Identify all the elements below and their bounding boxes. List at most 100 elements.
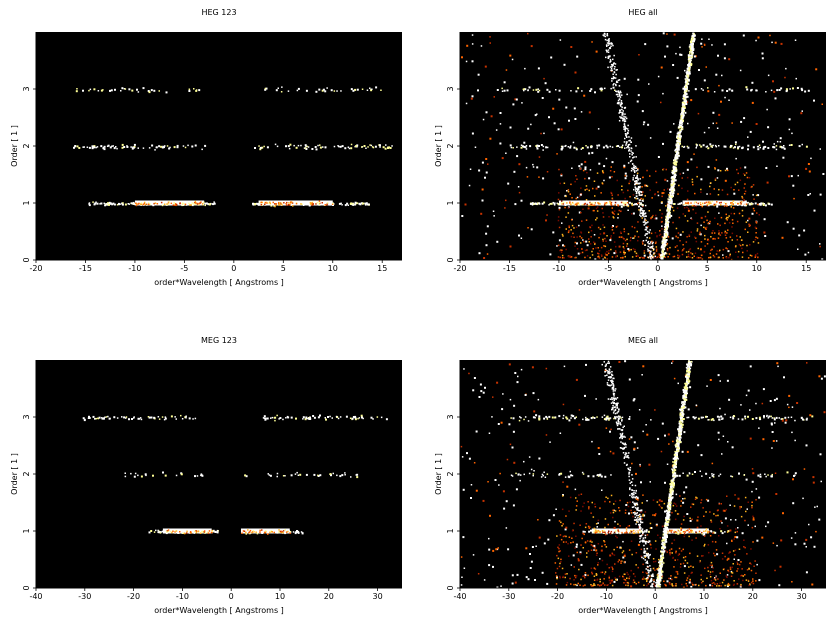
data-point: [144, 203, 147, 206]
data-point: [88, 89, 90, 92]
data-point: [356, 476, 359, 479]
data-point: [597, 447, 600, 449]
x-tick-label: -20: [127, 592, 140, 601]
data-point: [773, 146, 776, 149]
data-point: [608, 250, 610, 252]
data-point: [645, 571, 647, 574]
data-point: [620, 232, 622, 234]
data-point: [804, 253, 807, 256]
data-point: [586, 146, 589, 149]
data-point: [705, 415, 707, 418]
data-point: [660, 254, 662, 257]
data-point: [655, 256, 658, 259]
data-point: [302, 416, 305, 419]
data-point: [668, 194, 670, 196]
data-point: [749, 244, 751, 246]
data-point: [588, 111, 591, 114]
data-point: [717, 237, 720, 239]
data-point: [759, 473, 762, 476]
data-point: [608, 42, 610, 44]
data-point: [488, 548, 491, 551]
data-point: [545, 219, 547, 222]
data-point: [622, 201, 624, 204]
data-point: [682, 103, 685, 106]
data-point: [641, 217, 643, 219]
data-point: [116, 147, 118, 150]
data-point: [613, 526, 616, 529]
data-point: [627, 124, 629, 127]
data-point: [653, 256, 655, 259]
data-point: [646, 233, 648, 235]
data-point: [725, 237, 728, 239]
data-point: [600, 89, 603, 92]
data-point: [642, 365, 645, 368]
data-point: [202, 530, 204, 533]
data-point: [157, 416, 160, 418]
data-point: [668, 583, 671, 585]
data-point: [626, 136, 628, 138]
data-point: [691, 34, 694, 37]
data-point: [684, 215, 686, 217]
data-point: [724, 584, 726, 587]
data-point: [814, 506, 816, 508]
data-point: [259, 202, 262, 204]
data-point: [520, 417, 522, 419]
data-point: [516, 573, 519, 576]
data-point: [524, 88, 527, 91]
data-point: [594, 568, 597, 570]
data-point: [620, 91, 622, 94]
data-point: [711, 418, 714, 421]
data-point: [726, 495, 728, 497]
data-point: [716, 553, 719, 556]
data-point: [796, 87, 799, 89]
data-point: [598, 144, 601, 147]
data-point: [647, 583, 650, 585]
data-point: [775, 440, 778, 442]
data-point: [608, 38, 610, 40]
data-point: [147, 90, 150, 92]
data-point: [579, 195, 581, 198]
data-point: [565, 195, 567, 198]
data-point: [280, 91, 283, 93]
data-point: [643, 584, 645, 586]
data-point: [666, 242, 669, 245]
data-point: [677, 249, 679, 252]
data-point: [626, 532, 628, 534]
data-point: [726, 248, 729, 250]
data-point: [705, 146, 708, 148]
data-point: [755, 39, 757, 42]
data-point: [586, 171, 588, 174]
data-point: [297, 530, 300, 533]
data-point: [694, 471, 696, 473]
data-point: [675, 156, 678, 159]
data-point: [667, 203, 669, 206]
data-point: [605, 203, 607, 205]
data-point: [264, 418, 267, 421]
x-tick-label: 0: [231, 264, 236, 273]
data-point: [113, 203, 116, 206]
data-point: [86, 146, 89, 148]
data-point: [254, 203, 257, 205]
data-point: [776, 89, 779, 92]
data-point: [735, 245, 737, 247]
data-point: [631, 204, 633, 207]
data-point: [509, 245, 512, 248]
data-point: [670, 183, 673, 185]
data-point: [95, 146, 97, 149]
data-point: [671, 184, 673, 187]
data-point: [630, 147, 633, 150]
data-point: [482, 499, 485, 502]
data-point: [713, 245, 715, 248]
data-point: [775, 416, 778, 419]
data-point: [89, 88, 92, 91]
data-point: [709, 201, 711, 203]
data-point: [601, 416, 604, 418]
data-point: [477, 573, 480, 575]
data-point: [578, 204, 580, 206]
data-point: [574, 547, 576, 549]
data-point: [683, 146, 685, 148]
data-point: [635, 252, 638, 255]
data-point: [599, 578, 601, 581]
data-point: [622, 556, 625, 559]
